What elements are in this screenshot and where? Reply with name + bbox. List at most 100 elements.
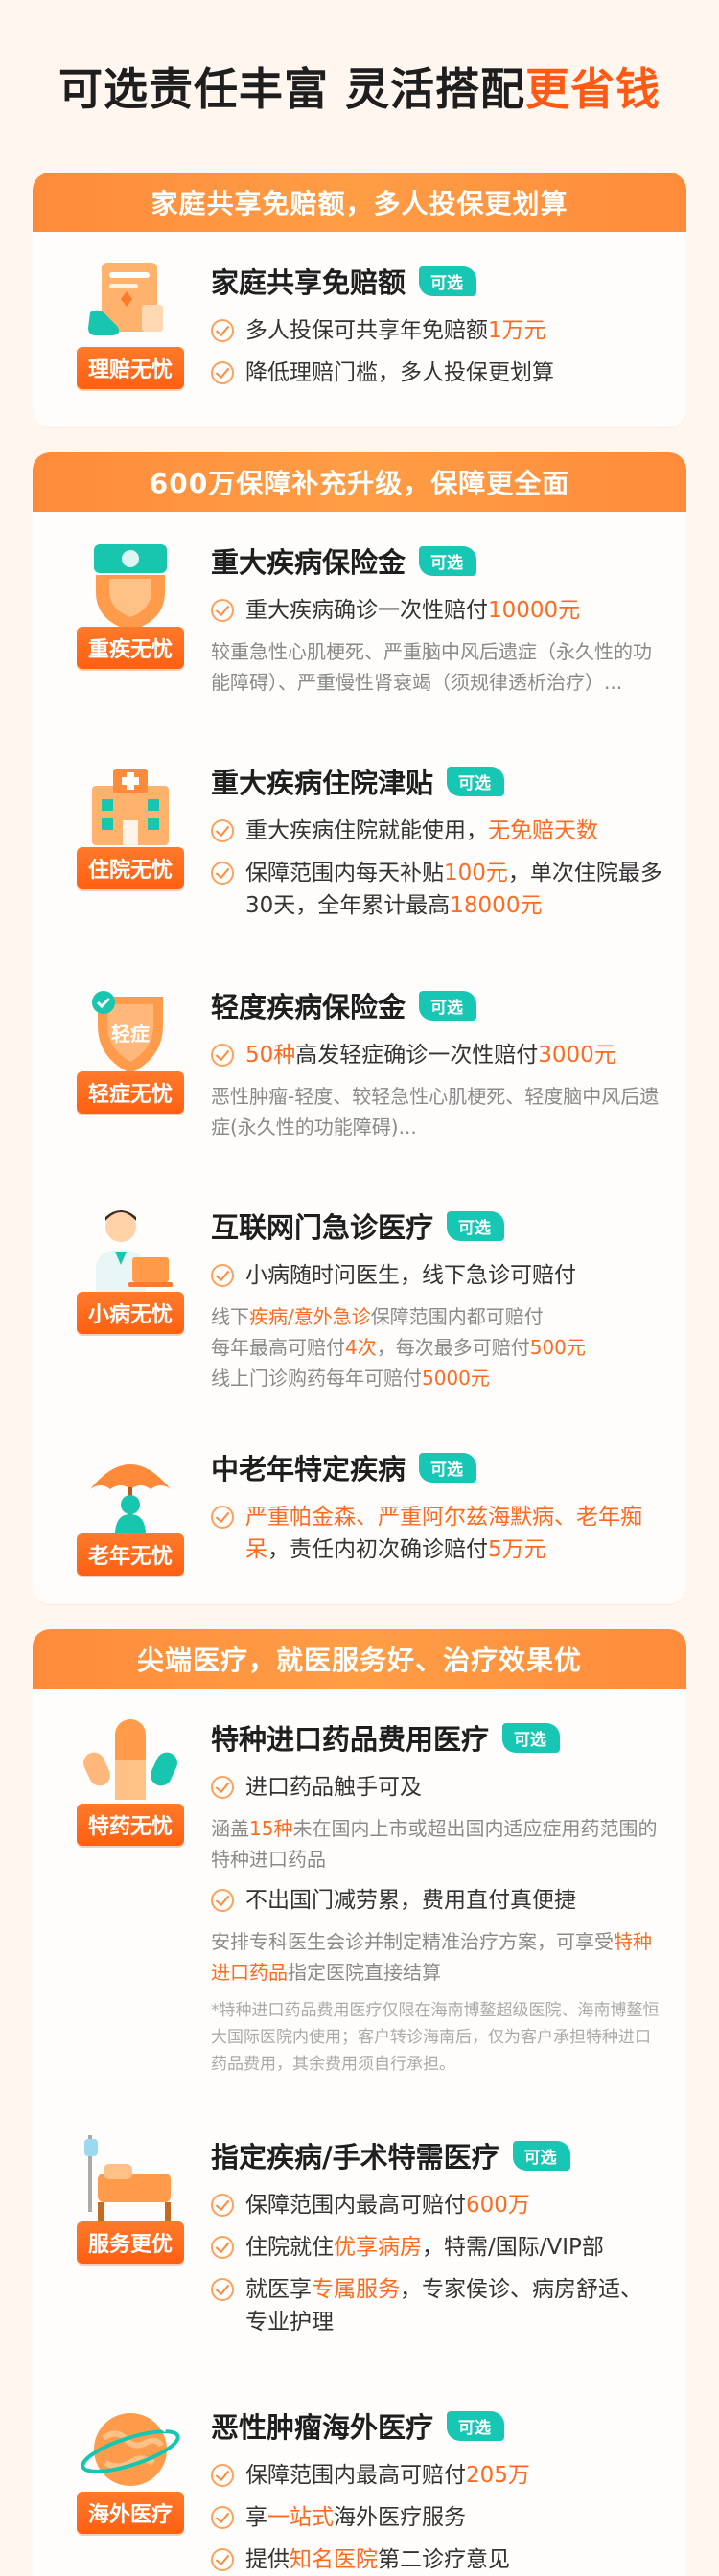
- optional-tag: 可选: [419, 265, 477, 296]
- benefit-content: 中老年特定疾病 可选 严重帕金森、严重阿尔兹海默病、老年痴呆，责任内初次确诊赔付…: [207, 1443, 663, 1576]
- benefit-title: 家庭共享免赔额: [211, 266, 406, 299]
- bullet-text: 就医享专属服务，专家侯诊、病房舒适、专业护理: [245, 2277, 642, 2334]
- elder-umbrella-icon: [77, 1443, 184, 1543]
- badge-label: 住院无忧: [76, 847, 184, 889]
- optional-tag: 可选: [447, 766, 505, 796]
- benefit-bullet: 提供知名医院第二诊疗意见: [211, 2543, 663, 2576]
- benefit-bullet: 保障范围内每天补贴100元，单次住院最多30天，全年累计最高18000元: [211, 857, 663, 922]
- badge-label: 小病无忧: [76, 1292, 184, 1334]
- benefit-description: 安排专科医生会诊并制定精准治疗方案，可享受特种进口药品指定医院直接结算: [211, 1930, 652, 1984]
- bullet-text: 进口药品触手可及: [245, 1775, 422, 1800]
- optional-tag: 可选: [502, 1722, 561, 1753]
- benefit-critical-illness[interactable]: 重疾无忧 重大疾病保险金 可选 重大疾病确诊一次性赔付10000元 较重急性心肌…: [33, 512, 686, 736]
- benefit-bullet: 降低理赔门槛，多人投保更划算: [211, 356, 663, 389]
- benefit-content: 轻度疾病保险金 可选 50种高发轻症确诊一次性赔付3000元 恶性肿瘤-轻度、较…: [207, 981, 663, 1152]
- benefit-badge: 小病无忧: [54, 1202, 207, 1393]
- hospital-bed-icon: [77, 2131, 184, 2231]
- cash-shield-icon: [77, 537, 184, 636]
- light-illness-shield-icon: 轻症: [77, 981, 184, 1081]
- benefit-description: 较重急性心肌梗死、严重脑中风后遗症（永久性的功能障碍）、严重慢性肾衰竭（须规律透…: [211, 640, 652, 694]
- bullet-text: 重大疾病住院就能使用，无免赔天数: [245, 818, 598, 843]
- optional-tag: 可选: [419, 990, 477, 1021]
- benefit-title: 互联网门急诊医疗: [211, 1211, 434, 1244]
- bullet-text: 多人投保可共享年免赔额1万元: [245, 318, 546, 343]
- claim-document-icon: [77, 257, 184, 356]
- bullet-text: 降低理赔门槛，多人投保更划算: [245, 360, 554, 385]
- badge-label: 服务更优: [76, 2221, 184, 2264]
- bullet-text: 住院就住优享病房，特需/国际/VIP部: [245, 2235, 604, 2260]
- section-coverage-upgrade: 600万保障补充升级，保障更全面 重疾无忧 重大疾病保险金 可选: [33, 452, 686, 1604]
- optional-tag: 可选: [447, 2410, 505, 2441]
- benefit-title-row: 家庭共享免赔额 可选: [211, 261, 663, 301]
- benefit-content: 重大疾病住院津贴 可选 重大疾病住院就能使用，无免赔天数 保障范围内每天补贴10…: [207, 757, 663, 932]
- shield-text: 轻症: [111, 1023, 150, 1046]
- section-family-deductible: 家庭共享免赔额，多人投保更划算 理赔无忧 家庭共享免赔额: [33, 172, 686, 427]
- benefit-bullet: 多人投保可共享年免赔额1万元: [211, 314, 663, 347]
- section-header: 尖端医疗，就医服务好、治疗效果优: [33, 1629, 686, 1689]
- benefit-bullet: 享一站式海外医疗服务: [211, 2501, 663, 2534]
- benefit-content: 特种进口药品费用医疗 可选 进口药品触手可及 涵盖15种未在国内上市或超出国内适…: [207, 1714, 663, 2078]
- hero-title: 可选责任丰富 灵活搭配 更省钱: [0, 0, 719, 172]
- benefit-content: 恶性肿瘤海外医疗 可选 保障范围内最高可赔付205万 享一站式海外医疗服务 提供…: [207, 2402, 663, 2576]
- benefit-hospital-allowance[interactable]: 住院无忧 重大疾病住院津贴 可选 重大疾病住院就能使用，无免赔天数 保障范围内每…: [33, 736, 686, 960]
- check-circle-icon: [211, 2194, 234, 2217]
- hospital-icon: [77, 757, 184, 857]
- check-circle-icon: [211, 1889, 234, 1912]
- benefit-bullet: 进口药品触手可及: [211, 1771, 663, 1804]
- benefit-bullet: 保障范围内最高可赔付205万: [211, 2459, 663, 2492]
- benefit-content: 指定疾病/手术特需医疗 可选 保障范围内最高可赔付600万 住院就住优享病房，特…: [207, 2131, 663, 2348]
- check-circle-icon: [211, 1264, 234, 1287]
- benefit-title: 中老年特定疾病: [211, 1453, 406, 1485]
- benefit-description: 恶性肿瘤-轻度、较轻急性心肌梗死、轻度脑中风后遗症(永久性的功能障碍)...: [211, 1085, 660, 1138]
- capsule-pill-icon: [77, 1714, 184, 1813]
- benefit-badge: 理赔无忧: [54, 257, 207, 399]
- bullet-text: 享一站式海外医疗服务: [245, 2505, 466, 2530]
- bullet-text: 保障范围内每天补贴100元，单次住院最多30天，全年累计最高18000元: [245, 861, 662, 918]
- benefit-title-row: 恶性肿瘤海外医疗 可选: [211, 2405, 663, 2446]
- check-circle-icon: [211, 2464, 234, 2487]
- benefit-title: 特种进口药品费用医疗: [211, 1723, 490, 1756]
- benefit-bullet: 就医享专属服务，专家侯诊、病房舒适、专业护理: [211, 2273, 663, 2338]
- benefit-title: 指定疾病/手术特需医疗: [211, 2141, 499, 2174]
- benefit-title-row: 中老年特定疾病 可选: [211, 1447, 663, 1487]
- bullet-text: 保障范围内最高可赔付600万: [245, 2193, 530, 2218]
- benefit-badge: 住院无忧: [54, 757, 207, 932]
- globe-plane-icon: [77, 2402, 184, 2501]
- benefit-elderly-disease[interactable]: 老年无忧 中老年特定疾病 可选 严重帕金森、严重阿尔兹海默病、老年痴呆，责任内初…: [33, 1422, 686, 1604]
- benefit-content: 家庭共享免赔额 可选 多人投保可共享年免赔额1万元 降低理赔门槛，多人投保更划算: [207, 257, 663, 399]
- benefit-bullet: 50种高发轻症确诊一次性赔付3000元: [211, 1039, 663, 1071]
- section-header: 600万保障补充升级，保障更全面: [33, 452, 686, 512]
- check-circle-icon: [211, 1776, 234, 1799]
- benefit-title: 重大疾病住院津贴: [211, 767, 434, 799]
- bullet-text: 严重帕金森、严重阿尔兹海默病、老年痴呆，责任内初次确诊赔付5万元: [245, 1505, 642, 1562]
- benefit-title: 轻度疾病保险金: [211, 991, 406, 1024]
- check-circle-icon: [211, 819, 234, 842]
- bullet-text: 重大疾病确诊一次性赔付10000元: [245, 598, 581, 623]
- benefit-description: 线下疾病/意外急诊保障范围内都可赔付 每年最高可赔付4次，每次最多可赔付500元…: [211, 1305, 586, 1390]
- benefit-family-deductible[interactable]: 理赔无忧 家庭共享免赔额 可选 多人投保可共享年免赔额1万元 降低理赔门槛，多人…: [33, 232, 686, 427]
- benefit-bullet: 严重帕金森、严重阿尔兹海默病、老年痴呆，责任内初次确诊赔付5万元: [211, 1501, 663, 1566]
- benefit-bullet: 不出国门减劳累，费用直付真便捷: [211, 1884, 663, 1917]
- benefit-special-surgery[interactable]: 服务更优 指定疾病/手术特需医疗 可选 保障范围内最高可赔付600万 住院就住优…: [33, 2106, 686, 2377]
- benefit-title-row: 互联网门急诊医疗 可选: [211, 1206, 663, 1246]
- benefit-content: 互联网门急诊医疗 可选 小病随时问医生，线下急诊可赔付 线下疾病/意外急诊保障范…: [207, 1202, 663, 1393]
- badge-label: 轻症无忧: [76, 1071, 184, 1114]
- benefit-badge: 老年无忧: [54, 1443, 207, 1576]
- benefit-title-row: 重大疾病保险金 可选: [211, 540, 663, 581]
- bullet-text: 提供知名医院第二诊疗意见: [245, 2547, 510, 2572]
- benefit-light-illness[interactable]: 轻症 轻症无忧 轻度疾病保险金 可选 50种高发轻症确诊一次性赔付3000元 恶…: [33, 960, 686, 1181]
- bullet-text: 小病随时问医生，线下急诊可赔付: [245, 1263, 576, 1288]
- doctor-laptop-icon: [77, 1202, 184, 1301]
- optional-tag: 可选: [512, 2140, 570, 2171]
- benefit-badge: 服务更优: [54, 2131, 207, 2348]
- bullet-text: 保障范围内最高可赔付205万: [245, 2463, 530, 2488]
- check-circle-icon: [211, 361, 234, 384]
- benefit-internet-clinic[interactable]: 小病无忧 互联网门急诊医疗 可选 小病随时问医生，线下急诊可赔付 线下疾病/意外…: [33, 1181, 686, 1422]
- section-advanced-medical: 尖端医疗，就医服务好、治疗效果优 特药无忧 特种进口药品费用医疗: [33, 1629, 686, 2576]
- benefit-description: 涵盖15种未在国内上市或超出国内适应症用药范围的特种进口药品: [211, 1817, 658, 1871]
- benefit-badge: 特药无忧: [54, 1714, 207, 2078]
- benefit-special-drugs[interactable]: 特药无忧 特种进口药品费用医疗 可选 进口药品触手可及 涵盖15种未在国内上市或…: [33, 1689, 686, 2106]
- benefit-overseas-medical[interactable]: 海外医疗 恶性肿瘤海外医疗 可选 保障范围内最高可赔付205万 享一站式海外医疗…: [33, 2377, 686, 2576]
- check-circle-icon: [211, 2506, 234, 2529]
